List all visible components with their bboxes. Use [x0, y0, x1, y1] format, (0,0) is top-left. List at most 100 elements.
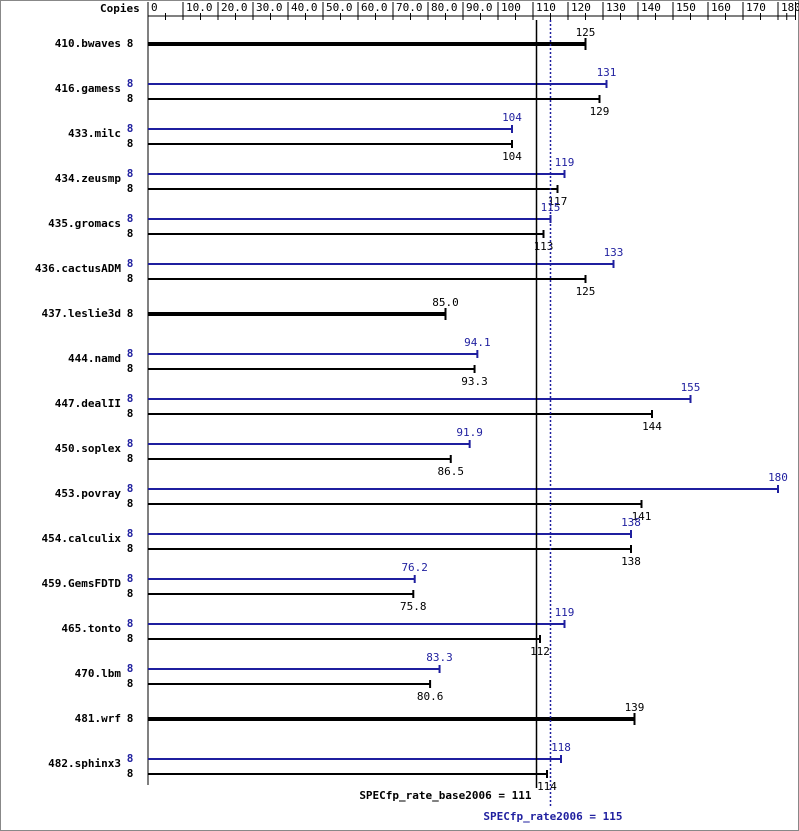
x-tick-label: 150	[676, 1, 696, 14]
x-tick-label: 80.0	[431, 1, 458, 14]
benchmark-name: 453.povray	[55, 487, 122, 500]
x-tick-label: 140	[641, 1, 661, 14]
copies-value: 8	[127, 677, 134, 690]
x-tick-label: 40.0	[291, 1, 318, 14]
x-tick-label: 110	[536, 1, 556, 14]
base-value-label: 139	[625, 701, 645, 714]
copies-value: 8	[127, 407, 134, 420]
copies-value: 8	[127, 77, 134, 90]
copies-value: 8	[127, 122, 134, 135]
base-value-label: 104	[502, 150, 522, 163]
peak-value-label: 180	[768, 471, 788, 484]
peak-value-label: 133	[604, 246, 624, 259]
copies-value: 8	[127, 662, 134, 675]
copies-value: 8	[127, 307, 134, 320]
copies-value: 8	[127, 712, 134, 725]
x-tick-label: 170	[746, 1, 766, 14]
copies-value: 8	[127, 392, 134, 405]
peak-value-label: 94.1	[464, 336, 491, 349]
peak-value-label: 83.3	[426, 651, 453, 664]
benchmark-name: 436.cactusADM	[35, 262, 121, 275]
copies-value: 8	[127, 632, 134, 645]
base-value-label: 113	[534, 240, 554, 253]
copies-header: Copies	[100, 2, 140, 15]
peak-value-label: 104	[502, 111, 522, 124]
copies-value: 8	[127, 527, 134, 540]
base-value-label: 85.0	[432, 296, 459, 309]
x-tick-label: 130	[606, 1, 626, 14]
peak-value-label: 115	[541, 201, 561, 214]
base-value-label: 86.5	[438, 465, 465, 478]
x-tick-label: 160	[711, 1, 731, 14]
benchmark-name: 410.bwaves	[55, 37, 121, 50]
peak-value-label: 76.2	[401, 561, 428, 574]
copies-value: 8	[127, 767, 134, 780]
x-tick-label: 30.0	[256, 1, 283, 14]
copies-value: 8	[127, 212, 134, 225]
base-value-label: 117	[548, 195, 568, 208]
benchmark-name: 450.soplex	[55, 442, 122, 455]
benchmark-name: 447.dealII	[55, 397, 121, 410]
base-value-label: 141	[632, 510, 652, 523]
peak-value-label: 155	[681, 381, 701, 394]
benchmark-name: 482.sphinx3	[48, 757, 121, 770]
base-value-label: 125	[576, 26, 596, 39]
x-tick-label: 180	[781, 1, 799, 14]
copies-value: 8	[127, 482, 134, 495]
copies-value: 8	[127, 137, 134, 150]
base-value-label: 138	[621, 555, 641, 568]
base-value-label: 80.6	[417, 690, 444, 703]
base-value-label: 125	[576, 285, 596, 298]
x-tick-label: 50.0	[326, 1, 353, 14]
base-value-label: 129	[590, 105, 610, 118]
copies-value: 8	[127, 182, 134, 195]
x-tick-label: 70.0	[396, 1, 423, 14]
benchmark-name: 433.milc	[68, 127, 121, 140]
benchmark-name: 416.gamess	[55, 82, 121, 95]
copies-value: 8	[127, 362, 134, 375]
peak-value-label: 119	[555, 606, 575, 619]
peak-value-label: 131	[597, 66, 617, 79]
reference-label: SPECfp_rate_base2006 = 111	[359, 789, 532, 802]
copies-value: 8	[127, 452, 134, 465]
reference-label: SPECfp_rate2006 = 115	[483, 810, 622, 823]
benchmark-name: 437.leslie3d	[42, 307, 121, 320]
peak-value-label: 138	[621, 516, 641, 529]
peak-value-label: 119	[555, 156, 575, 169]
copies-value: 8	[127, 92, 134, 105]
x-tick-label: 20.0	[221, 1, 248, 14]
benchmark-name: 459.GemsFDTD	[42, 577, 122, 590]
copies-value: 8	[127, 587, 134, 600]
copies-value: 8	[127, 497, 134, 510]
copies-value: 8	[127, 542, 134, 555]
peak-value-label: 91.9	[456, 426, 483, 439]
benchmark-name: 481.wrf	[75, 712, 121, 725]
benchmark-name: 470.lbm	[75, 667, 122, 680]
copies-value: 8	[127, 617, 134, 630]
copies-value: 8	[127, 257, 134, 270]
base-value-label: 144	[642, 420, 662, 433]
x-tick-label: 100	[501, 1, 521, 14]
benchmark-name: 434.zeusmp	[55, 172, 122, 185]
copies-value: 8	[127, 167, 134, 180]
copies-value: 8	[127, 572, 134, 585]
copies-value: 8	[127, 437, 134, 450]
copies-value: 8	[127, 227, 134, 240]
base-value-label: 75.8	[400, 600, 427, 613]
x-tick-label: 60.0	[361, 1, 388, 14]
x-tick-label: 10.0	[186, 1, 213, 14]
base-value-label: 114	[537, 780, 557, 793]
x-tick-label: 90.0	[466, 1, 493, 14]
x-tick-label: 120	[571, 1, 591, 14]
base-value-label: 112	[530, 645, 550, 658]
benchmark-name: 444.namd	[68, 352, 121, 365]
peak-value-label: 118	[551, 741, 571, 754]
benchmark-name: 435.gromacs	[48, 217, 121, 230]
copies-value: 8	[127, 272, 134, 285]
copies-value: 8	[127, 347, 134, 360]
x-tick-label: 0	[151, 1, 158, 14]
benchmark-name: 454.calculix	[42, 532, 122, 545]
benchmark-name: 465.tonto	[61, 622, 121, 635]
